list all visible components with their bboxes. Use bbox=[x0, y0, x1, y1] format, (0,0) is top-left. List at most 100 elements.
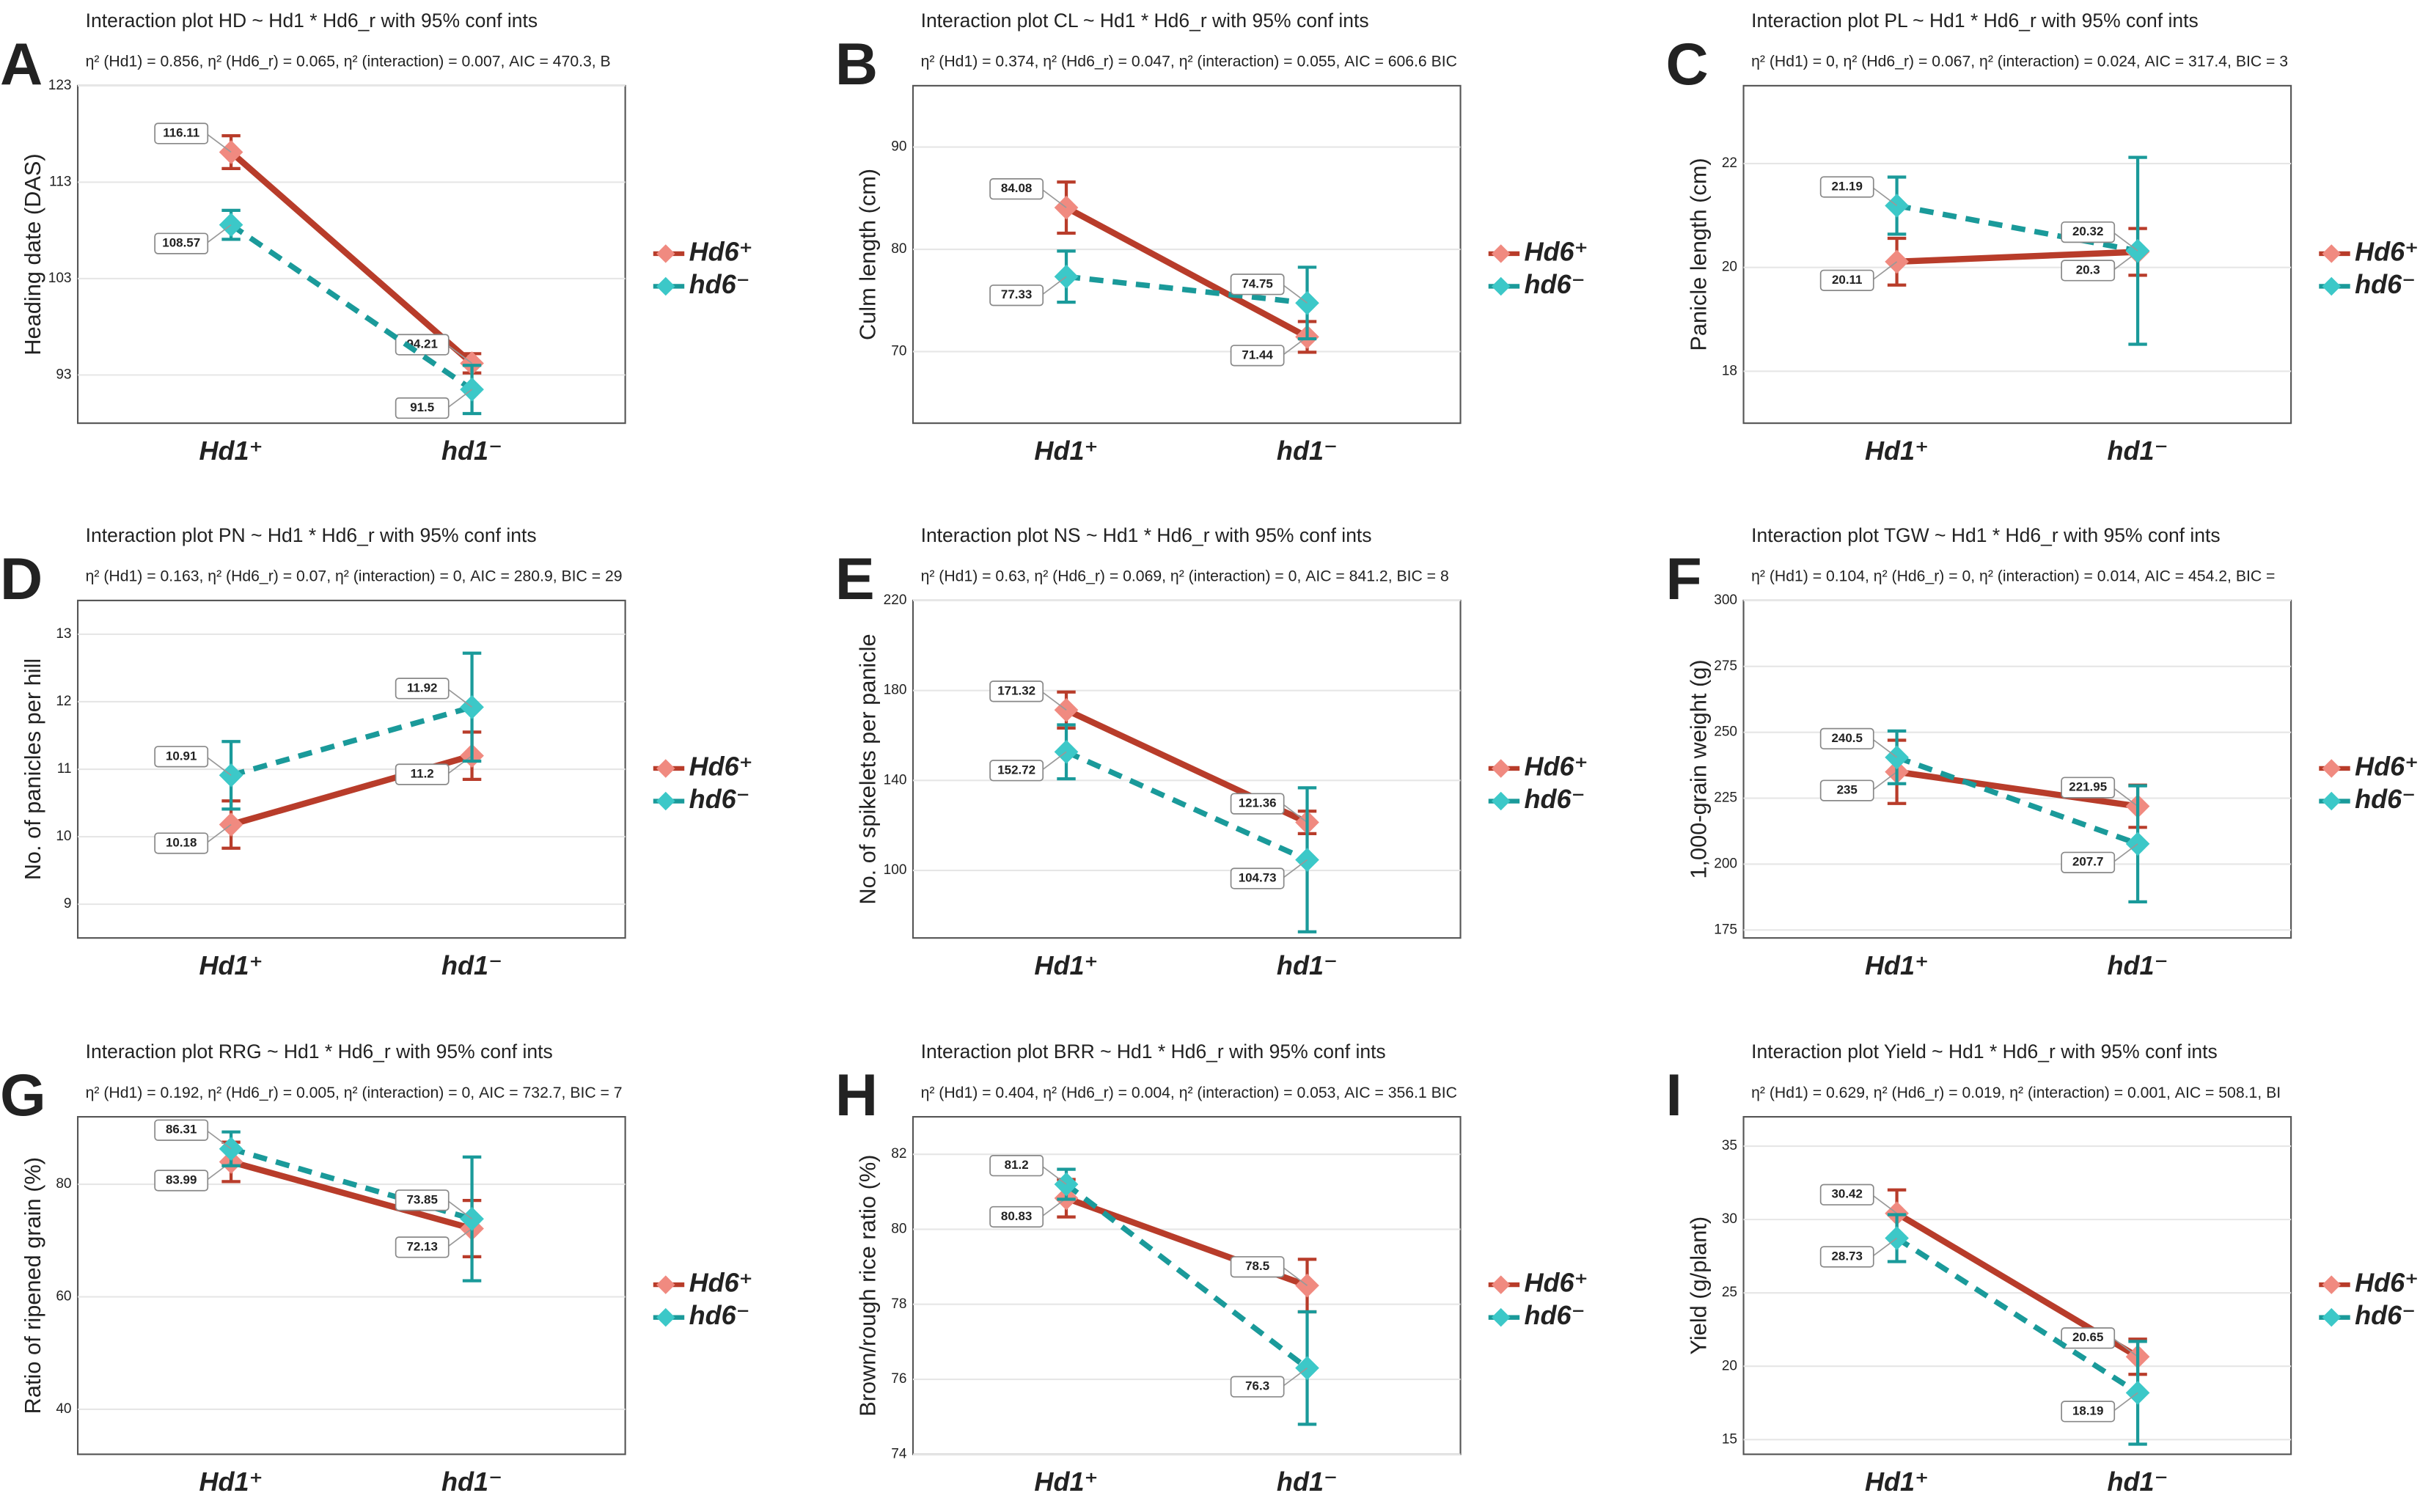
label-leader bbox=[1282, 1367, 1308, 1387]
panel-letter: D bbox=[0, 546, 43, 612]
x-tick-label: Hd1⁺ bbox=[199, 950, 263, 980]
label-box bbox=[154, 122, 209, 144]
data-label: 18.19 bbox=[2072, 1403, 2103, 1417]
legend-label: Hd6⁺ bbox=[1525, 751, 1588, 781]
y-axis-label: Ratio of ripened grain (%) bbox=[20, 1157, 45, 1414]
x-tick-label: Hd1⁺ bbox=[1865, 1467, 1929, 1497]
x-tick-label: Hd1⁺ bbox=[1034, 950, 1098, 980]
label-box bbox=[1230, 1256, 1285, 1278]
y-tick-label: 74 bbox=[891, 1446, 907, 1461]
y-tick-label: 35 bbox=[1722, 1138, 1737, 1153]
label-leader bbox=[2112, 843, 2138, 863]
y-tick-label: 12 bbox=[56, 694, 71, 709]
label-leader bbox=[1282, 859, 1308, 879]
label-box bbox=[989, 1155, 1044, 1177]
plot-area bbox=[76, 1115, 626, 1456]
data-label: 21.19 bbox=[1832, 179, 1863, 193]
label-leader bbox=[447, 1200, 473, 1219]
data-label: 71.44 bbox=[1242, 348, 1273, 362]
label-leader bbox=[205, 133, 232, 153]
legend-label: Hd6⁺ bbox=[2355, 236, 2419, 266]
legend-marker bbox=[656, 759, 675, 778]
label-leader bbox=[447, 1227, 473, 1248]
panel-subtitle: η² (Hd1) = 0.629, η² (Hd6_r) = 0.019, η²… bbox=[1751, 1085, 2281, 1101]
data-label: 235 bbox=[1837, 783, 1858, 797]
label-box bbox=[395, 1236, 450, 1258]
x-tick-label: Hd1⁺ bbox=[1865, 950, 1929, 980]
legend-label: Hd6⁺ bbox=[1525, 1268, 1588, 1298]
label-box bbox=[2061, 777, 2116, 799]
label-box bbox=[2061, 851, 2116, 873]
legend-marker bbox=[656, 244, 675, 263]
data-label: 28.73 bbox=[1832, 1249, 1863, 1263]
series-line bbox=[229, 150, 474, 366]
y-tick-label: 220 bbox=[884, 592, 907, 608]
data-label: 171.32 bbox=[997, 683, 1035, 697]
legend-label: Hd6⁺ bbox=[2355, 1268, 2419, 1298]
panel-subtitle: η² (Hd1) = 0.163, η² (Hd6_r) = 0.07, η² … bbox=[86, 568, 623, 585]
label-box bbox=[1819, 779, 1874, 801]
legend-label: hd6⁻ bbox=[689, 784, 750, 814]
label-box bbox=[2061, 221, 2116, 243]
y-tick-label: 175 bbox=[1714, 922, 1737, 937]
data-label: 10.91 bbox=[166, 749, 197, 763]
label-leader bbox=[205, 224, 232, 244]
y-tick-label: 10 bbox=[56, 829, 71, 844]
label-box bbox=[395, 763, 450, 785]
data-label: 73.85 bbox=[406, 1192, 437, 1206]
x-tick-label: hd1⁻ bbox=[2108, 1467, 2168, 1497]
label-leader bbox=[447, 688, 473, 708]
legend-label: hd6⁻ bbox=[2355, 1300, 2416, 1330]
x-tick-label: Hd1⁺ bbox=[199, 436, 263, 466]
panel-letter: A bbox=[0, 32, 43, 98]
panel: B Interaction plot CL ~ Hd1 * Hd6_r with … bbox=[835, 10, 1588, 466]
panel-title: Interaction plot BRR ~ Hd1 * Hd6_r with … bbox=[921, 1041, 1386, 1063]
label-box bbox=[1230, 793, 1285, 815]
series-line bbox=[229, 222, 474, 392]
label-box bbox=[1819, 1183, 1874, 1205]
data-label: 104.73 bbox=[1239, 871, 1277, 885]
panel-letter: G bbox=[0, 1063, 46, 1129]
panel-title: Interaction plot TGW ~ Hd1 * Hd6_r with … bbox=[1751, 524, 2221, 546]
x-tick-label: hd1⁻ bbox=[1277, 950, 1338, 980]
y-tick-label: 250 bbox=[1714, 724, 1737, 740]
legend-label: hd6⁻ bbox=[689, 1300, 750, 1330]
data-label: 11.2 bbox=[411, 767, 434, 781]
x-tick-label: Hd1⁺ bbox=[199, 1467, 263, 1497]
legend-marker bbox=[1491, 759, 1511, 778]
point bbox=[1054, 264, 1079, 289]
label-box bbox=[154, 1170, 209, 1192]
panel-title: Interaction plot HD ~ Hd1 * Hd6_r with 9… bbox=[86, 10, 538, 32]
label-box bbox=[2061, 260, 2116, 282]
label-leader bbox=[1041, 691, 1067, 711]
label-leader bbox=[1041, 1197, 1067, 1218]
label-leader bbox=[1282, 1266, 1308, 1286]
panel-title: Interaction plot Yield ~ Hd1 * Hd6_r wit… bbox=[1751, 1041, 2218, 1063]
label-box bbox=[154, 232, 209, 254]
legend-label: hd6⁻ bbox=[1525, 784, 1585, 814]
legend-label: Hd6⁺ bbox=[689, 1268, 753, 1298]
label-leader bbox=[1871, 186, 1898, 207]
label-leader bbox=[1041, 1164, 1067, 1185]
panel: A Interaction plot HD ~ Hd1 * Hd6_r with … bbox=[0, 10, 753, 466]
label-box bbox=[989, 760, 1044, 782]
y-tick-label: 60 bbox=[56, 1289, 71, 1304]
legend-marker bbox=[1491, 1307, 1511, 1327]
legend-marker bbox=[2322, 1307, 2341, 1327]
legend-label: Hd6⁺ bbox=[689, 236, 753, 266]
legend-marker bbox=[1491, 276, 1511, 296]
label-box bbox=[1819, 727, 1874, 750]
label-leader bbox=[447, 755, 473, 775]
label-box bbox=[1819, 1246, 1874, 1268]
x-tick-label: hd1⁻ bbox=[441, 436, 502, 466]
panel: H Interaction plot BRR ~ Hd1 * Hd6_r with… bbox=[835, 1041, 1588, 1497]
panel-subtitle: η² (Hd1) = 0.856, η² (Hd6_r) = 0.065, η²… bbox=[86, 54, 611, 70]
label-box bbox=[989, 178, 1044, 200]
label-leader bbox=[1282, 803, 1308, 823]
y-tick-label: 76 bbox=[891, 1371, 906, 1387]
data-label: 86.31 bbox=[166, 1123, 197, 1137]
legend-marker bbox=[1491, 244, 1511, 263]
panel-title: Interaction plot PL ~ Hd1 * Hd6_r with 9… bbox=[1751, 10, 2199, 32]
data-label: 81.2 bbox=[1005, 1158, 1029, 1172]
y-tick-label: 18 bbox=[1722, 363, 1737, 378]
